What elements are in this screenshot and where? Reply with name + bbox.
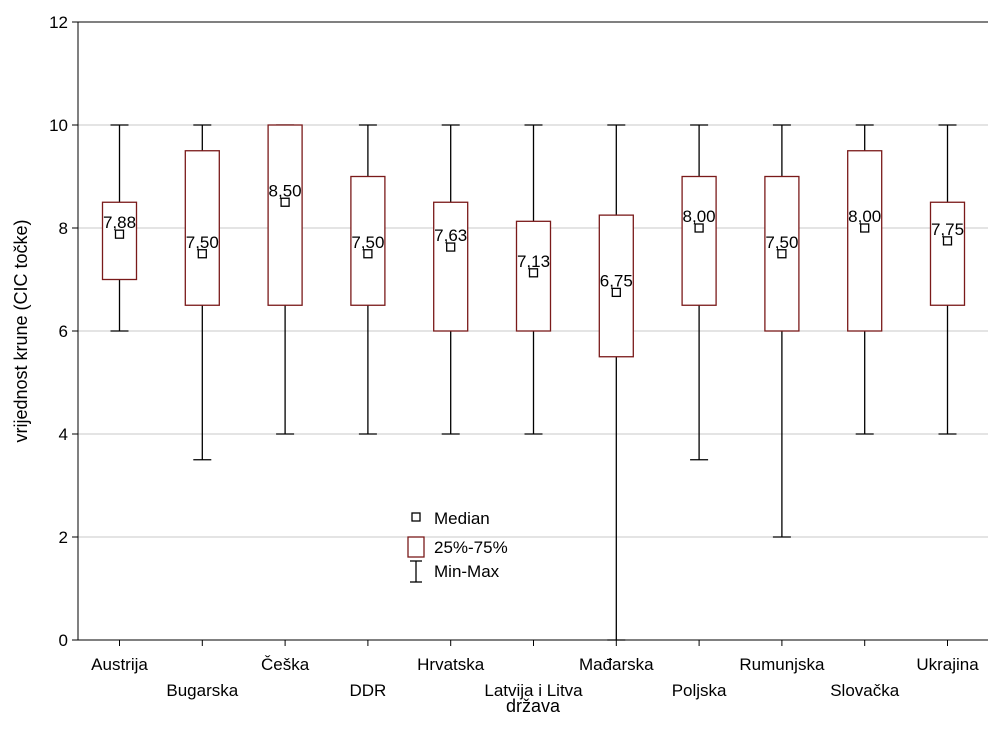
iqr-box — [681, 175, 717, 306]
x-tick-label: Poljska — [672, 681, 727, 700]
box-group: 7,75 — [929, 124, 966, 435]
median-label: 8,00 — [848, 207, 881, 226]
legend-box-marker — [407, 536, 425, 558]
y-tick-label: 10 — [49, 116, 68, 135]
y-axis: 0 2 4 6 8 10 12 — [49, 13, 78, 650]
legend-box-label: 25%-75% — [434, 538, 508, 557]
median-label: 6,75 — [600, 271, 633, 290]
median-marker — [860, 223, 870, 233]
y-tick-label: 6 — [59, 322, 68, 341]
x-tick-label: Bugarska — [166, 681, 238, 700]
median-marker — [280, 197, 290, 207]
box-group: 8,50 — [267, 124, 303, 435]
iqr-box — [598, 214, 634, 358]
boxes: 7,88 7,50 8,50 7,50 7,63 7,13 6,75 8,00 7,50 8,00… — [101, 124, 966, 641]
median-marker — [114, 229, 125, 239]
y-tick-label: 2 — [59, 528, 68, 547]
x-tick-label: Rumunjska — [739, 655, 825, 674]
median-label: 7,50 — [765, 233, 798, 252]
median-label: 7,50 — [186, 233, 219, 252]
box-group: 7,50 — [764, 124, 800, 538]
x-tick-label: Ukrajina — [916, 655, 979, 674]
box-group: 7,50 — [184, 124, 220, 461]
box-group: 8,00 — [847, 124, 883, 435]
box-group: 8,00 — [681, 124, 717, 461]
y-tick-label: 4 — [59, 425, 68, 444]
iqr-box — [433, 201, 469, 332]
median-marker — [942, 236, 953, 246]
median-marker — [777, 249, 787, 259]
median-label: 8,50 — [269, 181, 302, 200]
iqr-box — [101, 201, 138, 281]
box-group: 6,75 — [598, 124, 634, 641]
y-axis-label: vrijednost krune (CIC točke) — [11, 219, 31, 442]
median-label: 7,63 — [434, 226, 467, 245]
iqr-box — [350, 175, 386, 306]
median-label: 7,50 — [351, 233, 384, 252]
box-group: 7,63 — [433, 124, 469, 435]
legend: Median 25%-75% Min-Max — [407, 509, 508, 583]
median-label: 7,88 — [103, 213, 136, 232]
box-group: 7,50 — [350, 124, 386, 435]
iqr-box — [267, 124, 303, 306]
x-axis-label: država — [506, 696, 561, 716]
legend-median-marker — [411, 512, 421, 522]
y-tick-label: 0 — [59, 631, 68, 650]
x-tick-label: Mađarska — [579, 655, 654, 674]
x-axis: Austrija Bugarska Češka DDR Hrvatska Latvija … — [91, 640, 979, 700]
x-tick-label: Slovačka — [830, 681, 900, 700]
box-group: 7,13 — [515, 124, 552, 435]
iqr-box — [929, 201, 966, 306]
y-tick-label: 8 — [59, 219, 68, 238]
median-label: 8,00 — [683, 207, 716, 226]
median-marker — [197, 249, 207, 259]
x-tick-label: Latvija i Litva — [484, 681, 583, 700]
median-marker — [528, 268, 539, 278]
legend-minmax-label: Min-Max — [434, 562, 500, 581]
y-tick-label: 12 — [49, 13, 68, 32]
x-tick-label: Hrvatska — [417, 655, 485, 674]
median-marker — [446, 242, 456, 252]
x-tick-label: Austrija — [91, 655, 148, 674]
median-marker — [611, 287, 621, 298]
x-tick-label: DDR — [349, 681, 386, 700]
median-marker — [363, 249, 373, 259]
iqr-box — [847, 150, 883, 332]
legend-median-label: Median — [434, 509, 490, 528]
box-group: 7,88 — [101, 124, 138, 332]
median-label: 7,13 — [517, 252, 550, 271]
median-marker — [694, 223, 704, 233]
x-tick-label: Češka — [261, 655, 310, 674]
iqr-box — [184, 150, 220, 306]
median-label: 7,75 — [931, 220, 964, 239]
